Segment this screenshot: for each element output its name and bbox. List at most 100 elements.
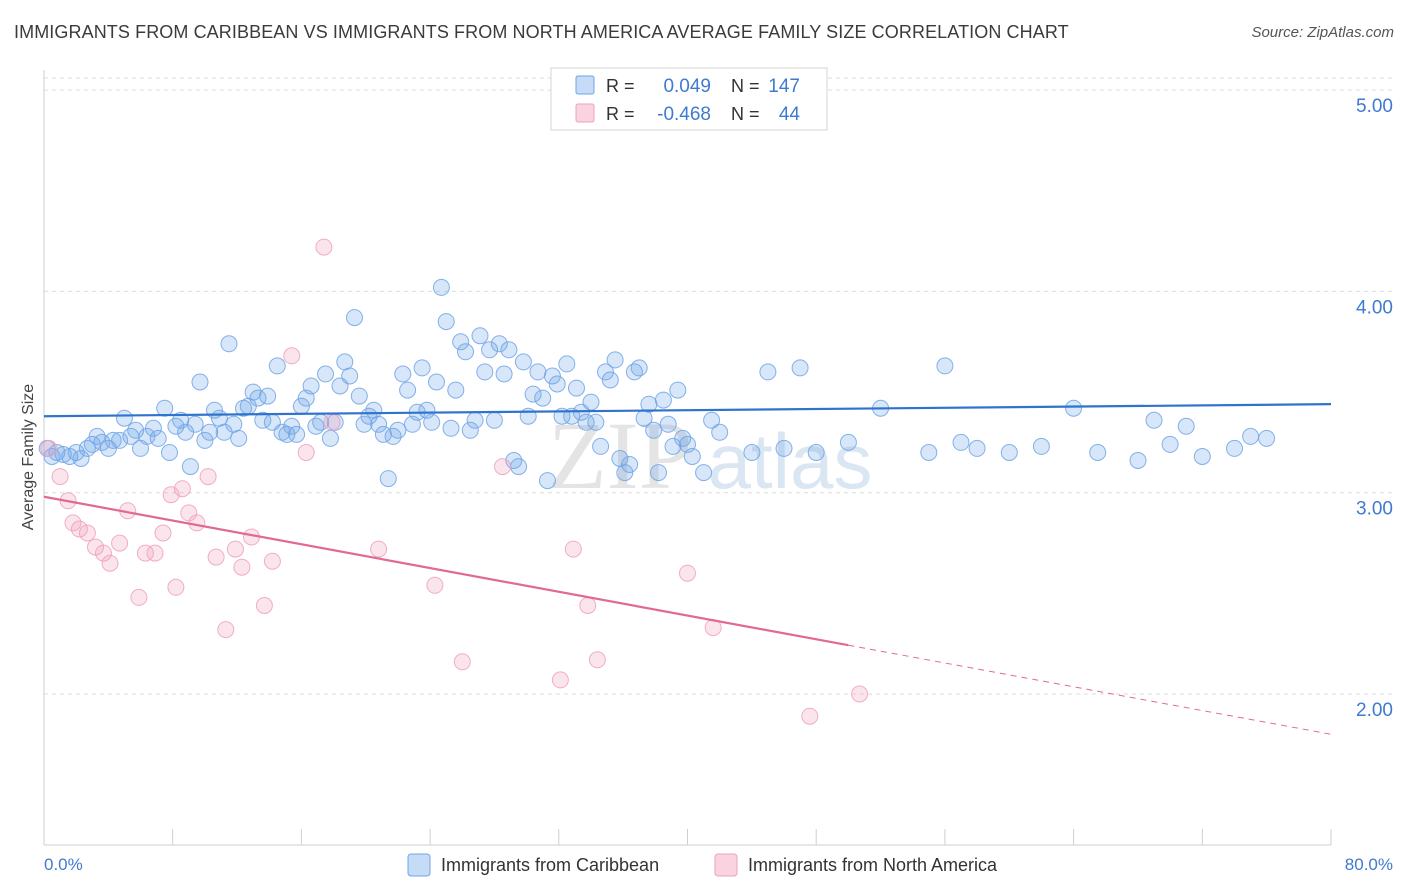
point-caribbean xyxy=(495,365,513,383)
point-caribbean xyxy=(111,431,129,449)
point-caribbean xyxy=(302,377,320,395)
chart-title: IMMIGRANTS FROM CARIBBEAN VS IMMIGRANTS … xyxy=(14,22,1069,42)
point-caribbean xyxy=(210,409,228,427)
point-caribbean xyxy=(201,423,219,441)
point-caribbean xyxy=(683,448,701,465)
point-north-america xyxy=(64,514,82,532)
point-caribbean xyxy=(437,313,455,331)
source-credit: Source: ZipAtlas.com xyxy=(1251,24,1394,41)
point-caribbean xyxy=(346,309,363,327)
point-north-america xyxy=(323,413,341,431)
trend-layer xyxy=(43,403,1332,735)
point-caribbean xyxy=(743,444,761,461)
point-caribbean xyxy=(457,343,474,361)
point-caribbean xyxy=(592,437,610,455)
point-caribbean xyxy=(461,421,479,439)
point-north-america xyxy=(315,238,333,256)
point-caribbean xyxy=(606,351,624,369)
bottom-legend: Immigrants from Caribbean Immigrants fro… xyxy=(407,853,998,877)
y-tick-labels: 2.00 3.00 4.00 5.00 xyxy=(1356,96,1393,721)
point-north-america xyxy=(579,597,597,614)
point-north-america xyxy=(426,576,444,594)
x-tick-marks xyxy=(43,829,1332,845)
x-tick-label-min: 0.0% xyxy=(44,855,83,874)
point-caribbean xyxy=(510,458,528,476)
point-caribbean xyxy=(1177,417,1195,435)
point-caribbean xyxy=(968,439,986,457)
point-north-america xyxy=(78,524,96,542)
point-caribbean xyxy=(370,415,388,433)
point-north-america xyxy=(154,524,172,542)
stats-r-label-2: R = xyxy=(606,104,635,124)
point-caribbean xyxy=(587,413,605,431)
point-caribbean xyxy=(621,456,639,473)
point-caribbean xyxy=(616,464,634,482)
point-caribbean xyxy=(601,371,619,389)
trend-line-extension-1 xyxy=(848,644,1332,735)
point-caribbean xyxy=(936,357,954,375)
grid-layer xyxy=(44,77,1392,695)
point-caribbean xyxy=(650,464,667,482)
point-caribbean xyxy=(317,365,334,383)
stats-legend-box xyxy=(550,67,828,131)
points-layer xyxy=(38,238,1276,725)
point-caribbean xyxy=(558,355,576,373)
legend-swatch-north-america xyxy=(714,853,738,877)
point-caribbean xyxy=(582,393,600,411)
point-north-america xyxy=(199,468,217,486)
point-caribbean xyxy=(1193,448,1211,465)
point-caribbean xyxy=(1032,437,1050,455)
point-north-america xyxy=(111,534,129,552)
point-caribbean xyxy=(1258,429,1276,447)
point-caribbean xyxy=(524,385,542,403)
point-caribbean xyxy=(423,413,441,431)
point-caribbean xyxy=(1226,439,1243,457)
y-tick-label: 3.00 xyxy=(1356,499,1393,520)
point-caribbean xyxy=(920,444,938,461)
point-caribbean xyxy=(259,387,277,405)
point-north-america xyxy=(283,347,301,365)
point-north-america xyxy=(370,540,388,558)
point-caribbean xyxy=(1145,411,1163,429)
point-caribbean xyxy=(447,381,465,399)
point-caribbean xyxy=(500,341,518,359)
point-caribbean xyxy=(389,421,407,439)
point-caribbean xyxy=(759,363,777,381)
point-caribbean xyxy=(428,373,445,391)
x-tick-label-max: 80.0% xyxy=(1345,855,1393,874)
point-caribbean xyxy=(161,444,178,461)
point-north-america xyxy=(255,597,273,614)
point-caribbean xyxy=(577,413,595,431)
point-north-america xyxy=(167,578,185,596)
point-north-america xyxy=(146,544,164,562)
point-caribbean xyxy=(442,419,460,437)
y-tick-label: 5.00 xyxy=(1356,96,1393,117)
point-caribbean xyxy=(336,353,354,371)
stats-r-value-2: -0.468 xyxy=(657,104,711,125)
point-north-america xyxy=(801,707,819,725)
point-caribbean xyxy=(350,387,368,405)
point-caribbean xyxy=(355,415,373,433)
point-caribbean xyxy=(268,357,286,375)
y-axis-label: Average Family Size xyxy=(20,384,37,531)
point-north-america xyxy=(494,458,511,476)
point-caribbean xyxy=(481,341,499,359)
point-caribbean xyxy=(321,429,339,447)
point-caribbean xyxy=(365,401,383,419)
point-caribbean xyxy=(115,409,133,427)
point-north-america xyxy=(551,671,569,689)
point-caribbean xyxy=(695,464,713,482)
point-caribbean xyxy=(399,381,417,399)
point-caribbean xyxy=(514,353,532,371)
point-caribbean xyxy=(476,363,494,381)
point-caribbean xyxy=(543,367,561,385)
point-north-america xyxy=(70,520,88,538)
point-caribbean xyxy=(288,425,306,443)
point-north-america xyxy=(136,544,154,562)
watermark-atlas: atlas xyxy=(708,417,873,505)
trend-line-0 xyxy=(43,403,1332,418)
point-caribbean xyxy=(490,335,508,353)
point-north-america xyxy=(173,480,191,498)
point-caribbean xyxy=(1129,452,1147,469)
